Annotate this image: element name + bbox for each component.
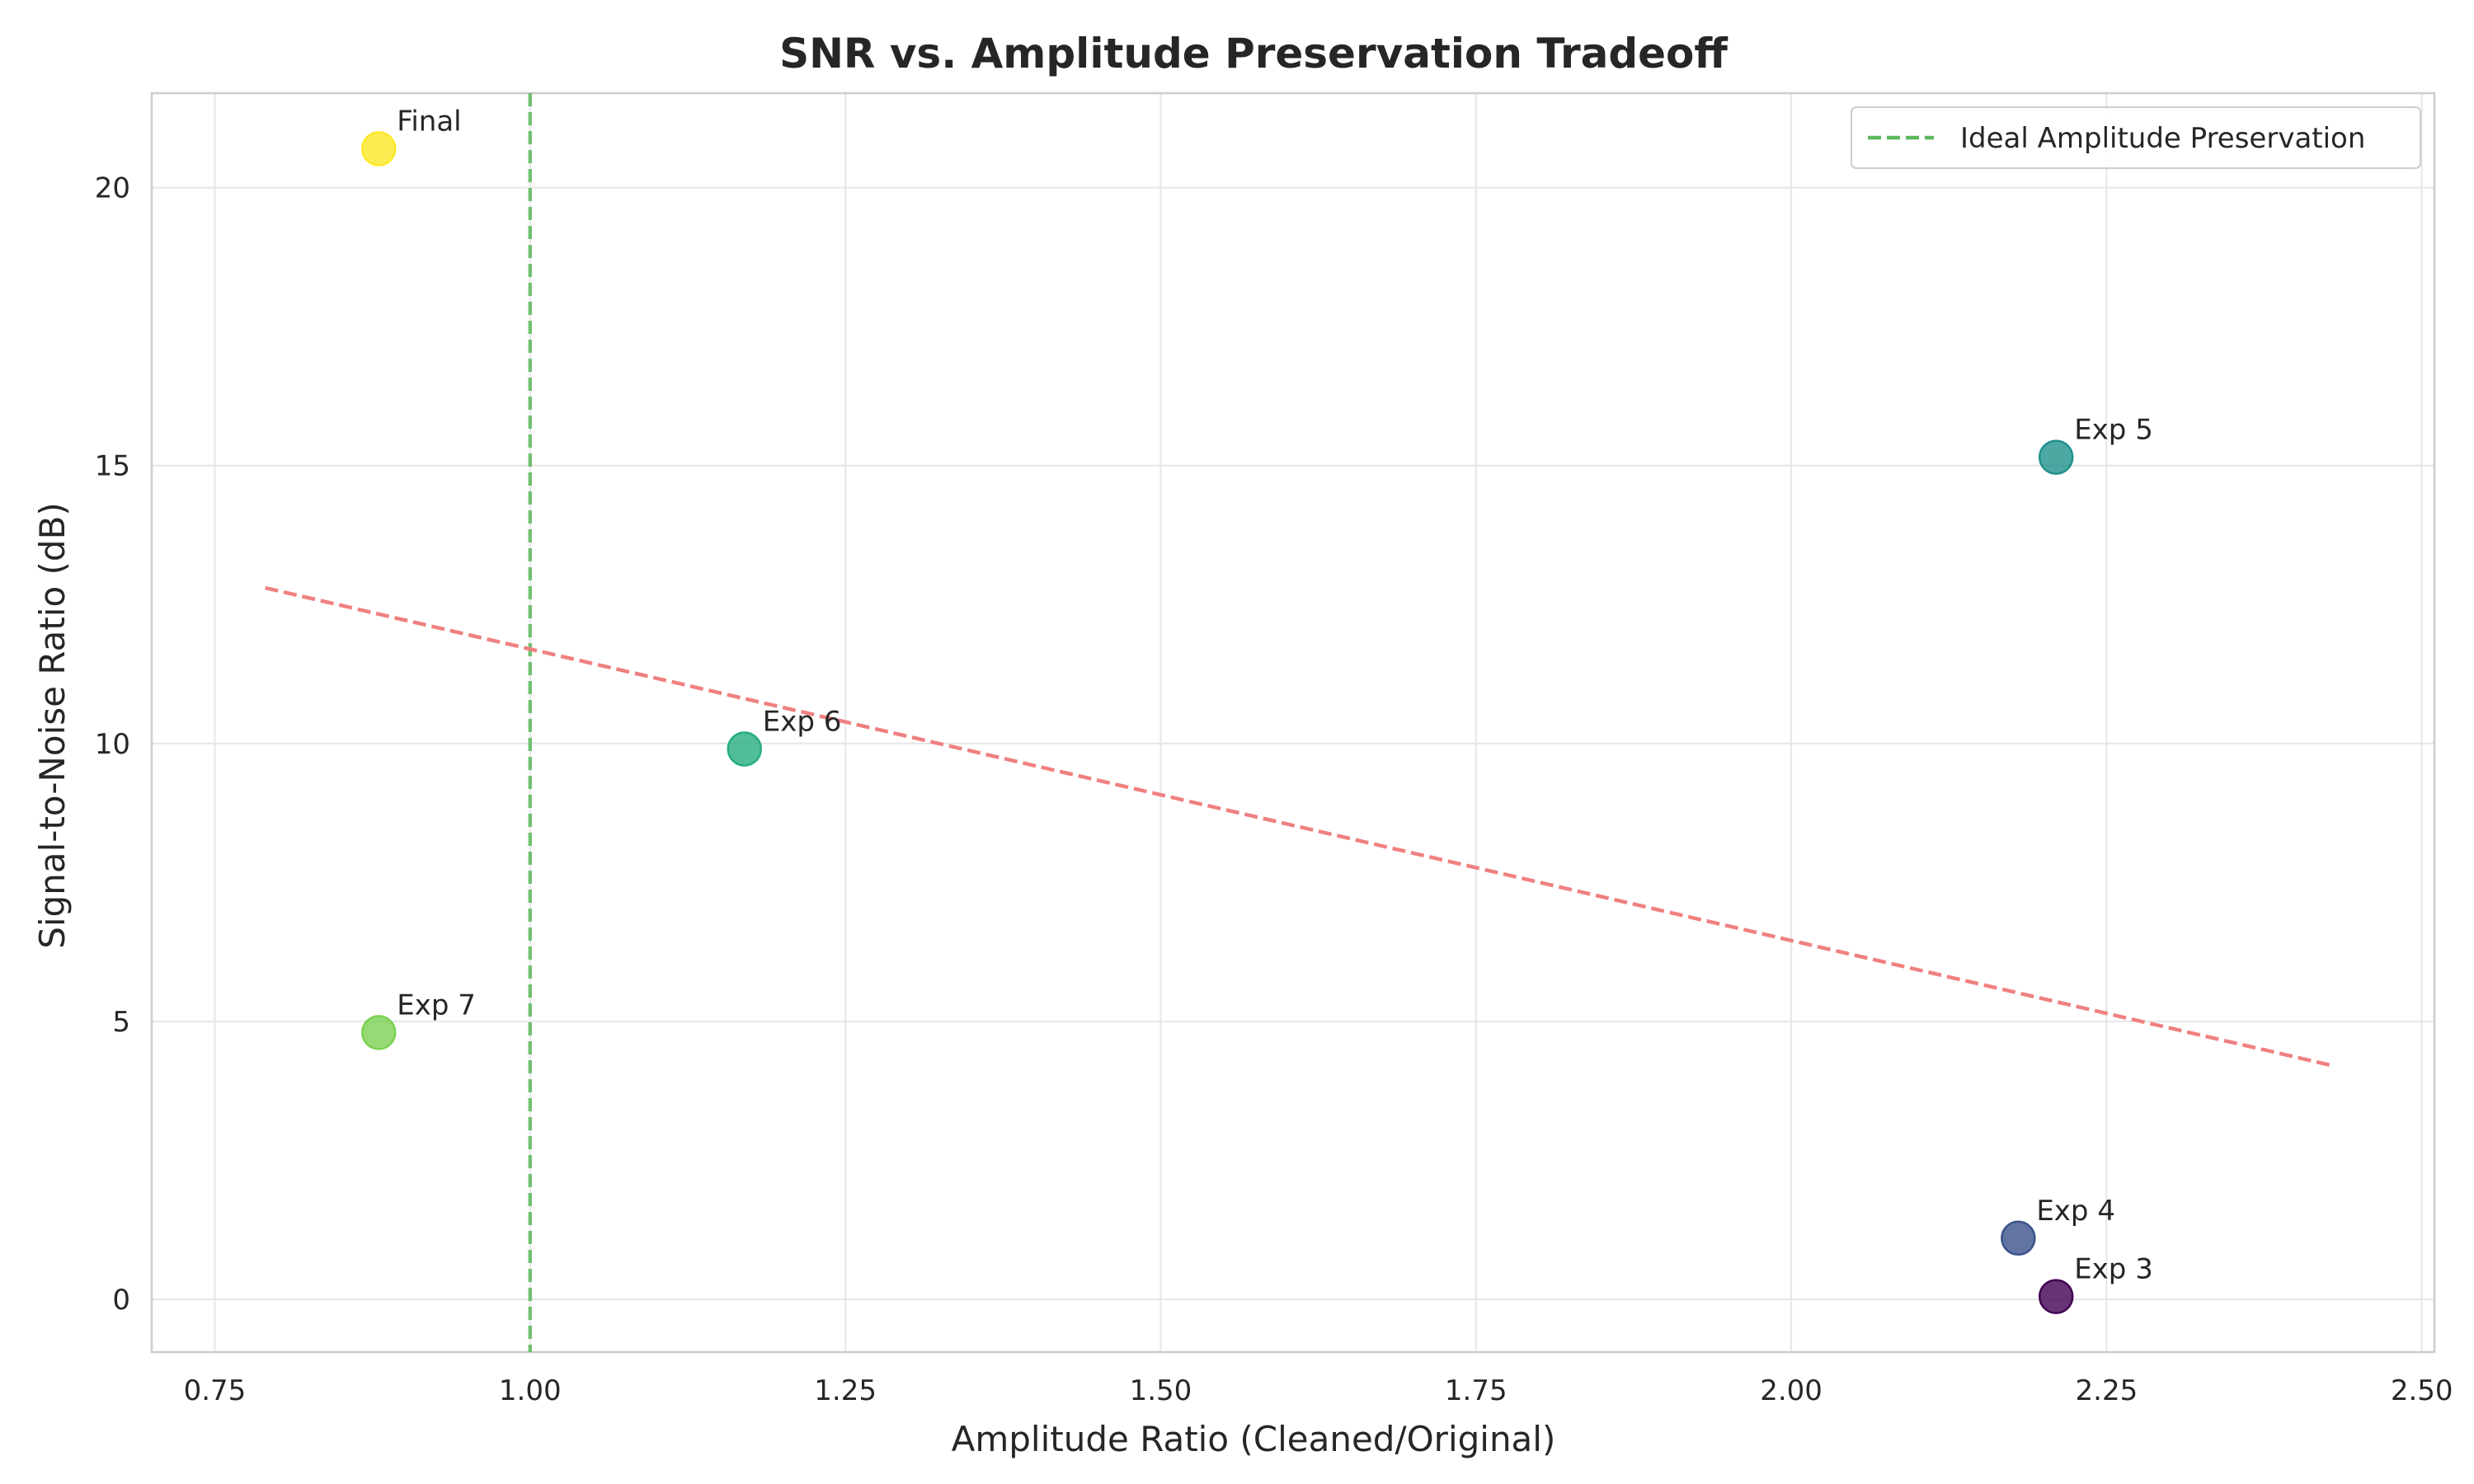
y-tick-label: 20 <box>95 172 130 205</box>
trend-line-layer <box>265 585 2335 1068</box>
trend-line <box>265 585 2335 1068</box>
chart-title: SNR vs. Amplitude Preservation Tradeoff <box>779 30 1728 77</box>
data-point-label: Final <box>397 105 461 138</box>
data-point-label: Exp 6 <box>763 706 842 739</box>
y-tick-labels: 0 5 10 15 20 <box>95 172 130 1317</box>
x-tick-label: 1.00 <box>499 1374 562 1407</box>
data-point <box>727 731 763 767</box>
x-tick-label: 2.50 <box>2391 1374 2453 1407</box>
point-labels-layer: Exp 3 Exp 4 Exp 5 Exp 6 Exp 7 Final <box>397 105 2153 1285</box>
data-point <box>361 1015 397 1050</box>
points-layer <box>361 131 2074 1314</box>
x-tick-label: 1.75 <box>1445 1374 1507 1407</box>
legend: Ideal Amplitude Preservation <box>1851 106 2421 169</box>
x-tick-label: 1.50 <box>1130 1374 1192 1407</box>
data-point-label: Exp 4 <box>2036 1195 2115 1228</box>
x-tick-label: 2.25 <box>2076 1374 2138 1407</box>
y-tick-label: 5 <box>112 1006 130 1039</box>
legend-entry-label: Ideal Amplitude Preservation <box>1960 122 2365 155</box>
data-point <box>2038 439 2074 475</box>
data-point-label: Exp 3 <box>2074 1253 2153 1286</box>
x-axis-label: Amplitude Ratio (Cleaned/Original) <box>952 1419 1556 1459</box>
data-point-label: Exp 7 <box>397 989 476 1021</box>
data-point <box>2001 1220 2036 1256</box>
x-tick-label: 2.00 <box>1760 1374 1823 1407</box>
y-axis-label: Signal-to-Noise Ratio (dB) <box>32 502 73 949</box>
y-tick-label: 15 <box>95 450 130 483</box>
legend-box <box>1851 106 2421 169</box>
x-tick-label: 0.75 <box>184 1374 247 1407</box>
x-tick-label: 1.25 <box>814 1374 877 1407</box>
data-point <box>361 131 397 167</box>
y-tick-label: 0 <box>112 1284 130 1317</box>
plot-frame <box>150 92 2436 1354</box>
data-point-label: Exp 5 <box>2074 414 2153 447</box>
x-tick-labels: 0.75 1.00 1.25 1.50 1.75 2.00 2.25 2.50 <box>184 1374 2453 1407</box>
y-tick-label: 10 <box>95 728 130 761</box>
data-point <box>2038 1279 2074 1314</box>
